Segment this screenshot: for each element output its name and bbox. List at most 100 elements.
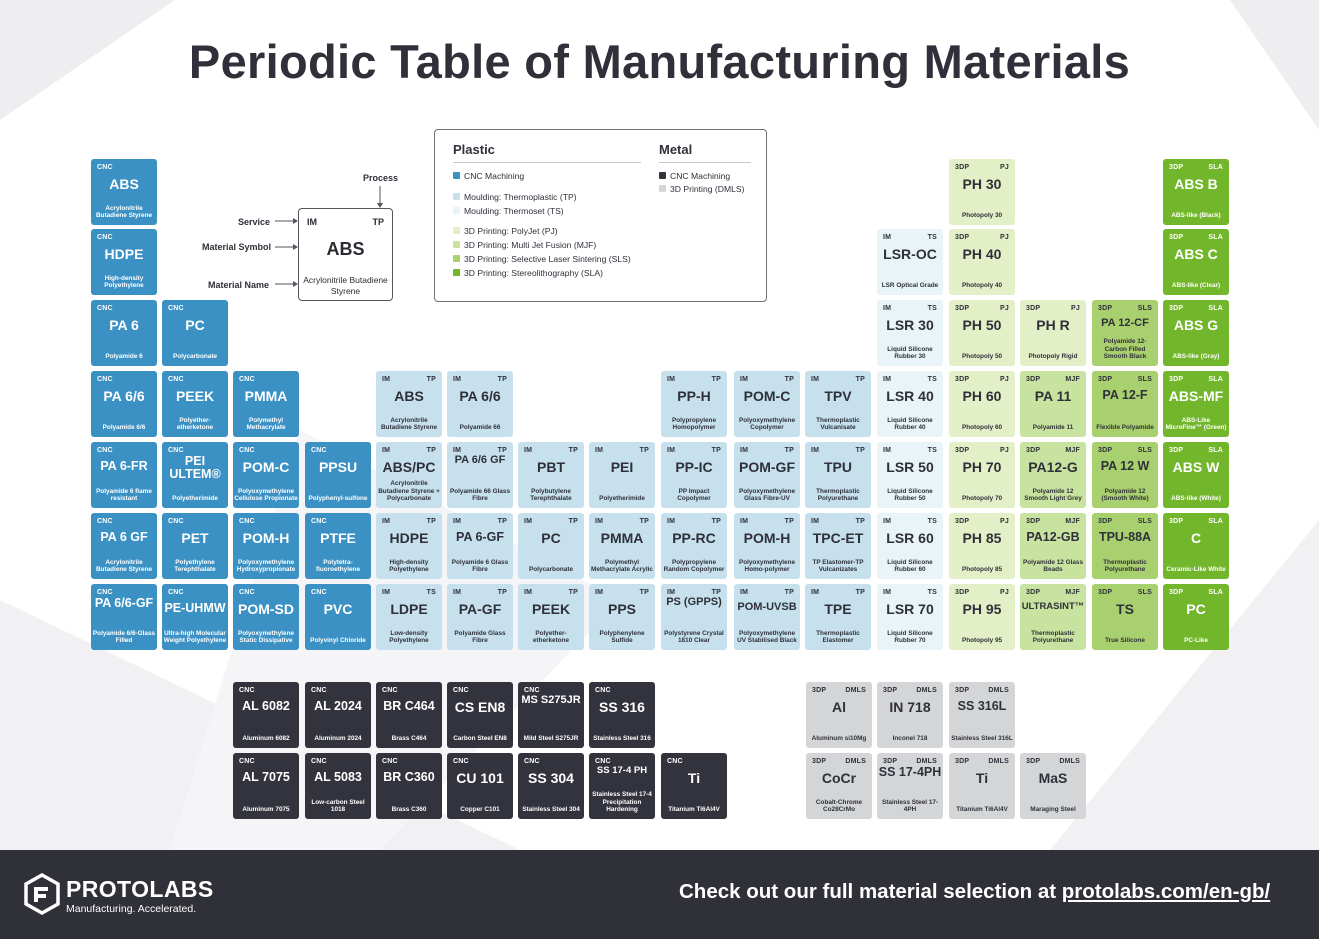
tile-service: 3DP — [1169, 376, 1184, 383]
tile-service: IM — [740, 589, 749, 596]
tile-symbol: ABS-MF — [1168, 388, 1224, 404]
tile-symbol: SS 316L — [957, 699, 1007, 713]
tile-process: SLA — [1208, 376, 1223, 383]
tile-material-name: Stainless Steel 316 — [593, 735, 651, 743]
tile-symbol: IN 718 — [889, 699, 931, 715]
tile-symbol: LSR-OC — [883, 246, 937, 262]
tile-material-name: Polycarbonate — [528, 566, 574, 574]
tile-service: IM — [811, 589, 820, 596]
tile-process: TP — [568, 518, 578, 525]
footer-cta: Check out our full material selection at… — [679, 880, 1270, 904]
tile-symbol: TPE — [824, 601, 852, 617]
material-tile: CNC PA 6/6-GF Polyamide 6/6-Glass Filled — [91, 584, 157, 650]
tile-symbol: TPU — [824, 459, 852, 475]
tile-material-name: Photopoly 85 — [961, 566, 1003, 574]
tile-material-name: Thermoplastic Polyurethane — [1031, 629, 1075, 645]
tile-service: CNC — [524, 687, 540, 694]
tile-process: TP — [639, 447, 649, 454]
tile-process: PJ — [1000, 376, 1009, 383]
legend-metal-heading: Metal — [659, 142, 693, 157]
material-tile: CNC PC Polycarbonate — [162, 300, 228, 366]
material-tile: IM TP POM-UVSB Polyoxymethylene UV Stabilis… — [734, 584, 800, 650]
tile-process: PJ — [1000, 305, 1009, 312]
tile-material-name: Polyamide 12 (Smooth White) — [1101, 487, 1149, 503]
tile-process: SLS — [1137, 305, 1152, 312]
legend-plastic-heading: Plastic — [453, 142, 495, 157]
material-tile: IM TP PA 6-GF Polyamide 6 Glass Fibre — [447, 513, 513, 579]
tile-process: TP — [497, 376, 507, 383]
tile-material-name: Polyamide 6 — [105, 353, 143, 361]
material-tile: IM TP TPC-ET TP Elastomer-TP Vulcanizates — [805, 513, 871, 579]
tile-service: IM — [883, 376, 892, 383]
cta-link[interactable]: protolabs.com/en-gb/ — [1061, 880, 1271, 903]
tile-symbol: PA 6/6-GF — [94, 596, 154, 610]
material-tile: IM TP TPV Thermoplastic Vulcanisate — [805, 371, 871, 437]
tile-material-name: Polyethylene Terephthalate — [174, 558, 216, 574]
material-tile: CNC MS S275JR Mild Steel S275JR — [518, 682, 584, 748]
material-tile: CNC CS EN8 Carbon Steel EN8 — [447, 682, 513, 748]
tile-process: SLA — [1208, 164, 1223, 171]
tile-material-name: True Silicone — [1105, 637, 1145, 645]
tile-service: IM — [453, 589, 462, 596]
tile-symbol: ABS B — [1174, 176, 1218, 192]
tile-service: CNC — [311, 447, 327, 454]
tile-symbol: BR C360 — [383, 770, 435, 784]
tile-symbol: PA 6-GF — [456, 530, 504, 544]
tile-symbol: PPS — [607, 601, 636, 617]
material-tile: 3DP SLA ABS B ABS-like (Black) — [1163, 159, 1229, 225]
material-tile: 3DP SLS PA 12-CF Polyamide 12-Carbon Filled… — [1092, 300, 1158, 366]
tile-process: TP — [784, 589, 794, 596]
tile-symbol: PA 12 W — [1100, 459, 1150, 473]
material-tile: IM TP PP-H Polypropylene Homopolymer — [661, 371, 727, 437]
tile-symbol: PVC — [323, 601, 353, 617]
tile-process: SLS — [1137, 589, 1152, 596]
tile-symbol: PET — [181, 530, 209, 546]
tile-service: IM — [883, 234, 892, 241]
tile-symbol: PC — [541, 530, 561, 546]
material-tile: IM TP POM-H Polyoxymethylene Homo-polymer — [734, 513, 800, 579]
tile-material-name: Thermoplastic Polyurethane — [1103, 558, 1147, 574]
tile-symbol: CS EN8 — [454, 699, 506, 715]
tile-material-name: Mild Steel S275JR — [523, 735, 579, 743]
tile-symbol: TPV — [824, 388, 852, 404]
tile-service: IM — [382, 376, 391, 383]
material-tile: 3DP SLA ABS W ABS-like (White) — [1163, 442, 1229, 508]
tile-symbol: TS — [1116, 601, 1134, 617]
material-tile: IM TP PEEK Polyether-etherketone — [518, 584, 584, 650]
tile-symbol: PA 6/6 GF — [454, 454, 506, 466]
tile-process: PJ — [1000, 518, 1009, 525]
tile-service: CNC — [311, 687, 327, 694]
tile-material-name: Liquid Silicone Rubber 70 — [887, 629, 933, 645]
tile-symbol: LSR 50 — [886, 459, 934, 475]
tile-service: CNC — [168, 589, 184, 596]
tile-service: IM — [524, 447, 533, 454]
tile-material-name: Polyoxymethylene Hydroxypropionate — [236, 558, 296, 574]
tile-material-name: ABS-like (Clear) — [1171, 282, 1221, 290]
tile-process: TP — [855, 518, 865, 525]
tile-material-name: Polyether-etherketone — [532, 629, 570, 645]
tile-service: CNC — [595, 758, 611, 765]
legend-plastic-rule — [453, 162, 641, 163]
tile-service: CNC — [97, 589, 113, 596]
tile-process: SLA — [1208, 447, 1223, 454]
tile-material-name: Polyoxymethylene UV Stabilised Black — [737, 629, 797, 645]
material-tile: CNC POM-H Polyoxymethylene Hydroxypropiona… — [233, 513, 299, 579]
tile-symbol: PPSU — [318, 459, 358, 475]
key-symbol: ABS — [326, 239, 365, 259]
material-tile: CNC PVC Polyvinyl Chloride — [305, 584, 371, 650]
material-tile: 3DP DMLS SS 316L Stainless Steel 316L — [949, 682, 1015, 748]
tile-symbol: PMMA — [600, 530, 644, 546]
tile-service: 3DP — [812, 758, 827, 765]
tile-process: PJ — [1000, 164, 1009, 171]
material-tile: IM TP ABS Acrylonitrile Butadiene Styrene — [376, 371, 442, 437]
tile-symbol: PH 50 — [962, 317, 1002, 333]
tile-symbol: C — [1190, 530, 1202, 546]
legend: Plastic Metal CNC Machining Moulding: Th… — [434, 129, 767, 302]
tile-material-name: Polyphenyl-sulfone — [308, 495, 368, 503]
material-tile: CNC Ti Titanium Ti6Al4V — [661, 753, 727, 819]
key-name: Acrylonitrile Butadiene Styrene — [303, 275, 388, 296]
material-tile: 3DP PJ PH 70 Photopoly 70 — [949, 442, 1015, 508]
tile-service: CNC — [311, 758, 327, 765]
tile-symbol: LSR 60 — [886, 530, 934, 546]
tile-service: CNC — [97, 234, 113, 241]
